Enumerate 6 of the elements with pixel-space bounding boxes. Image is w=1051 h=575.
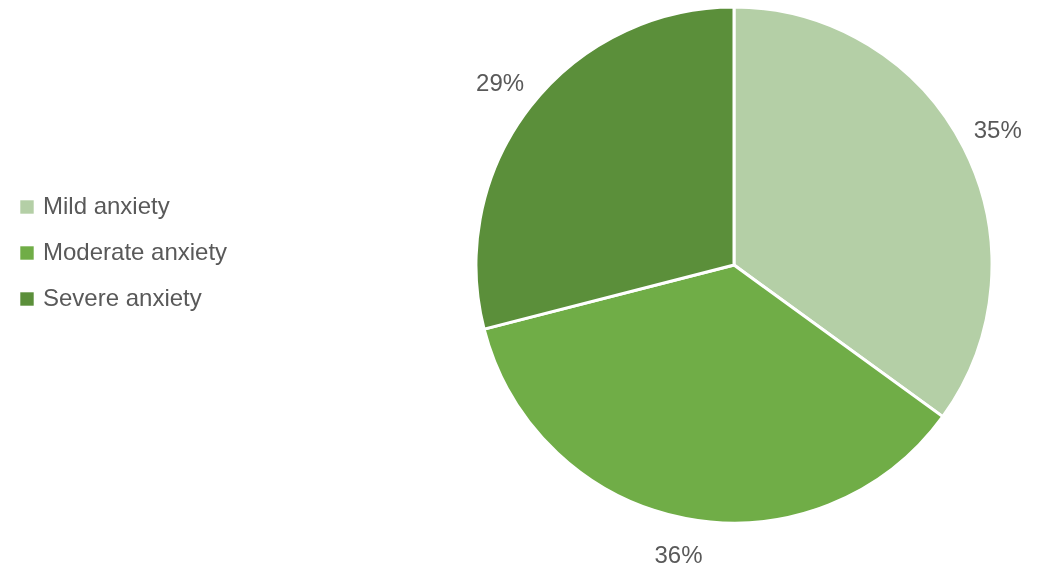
data-label: 29% — [476, 68, 525, 96]
data-label: 35% — [973, 115, 1022, 143]
legend-label: Mild anxiety — [43, 192, 170, 219]
data-label: 36% — [654, 540, 703, 568]
legend-label: Severe anxiety — [43, 284, 202, 311]
legend-label: Moderate anxiety — [43, 238, 228, 265]
